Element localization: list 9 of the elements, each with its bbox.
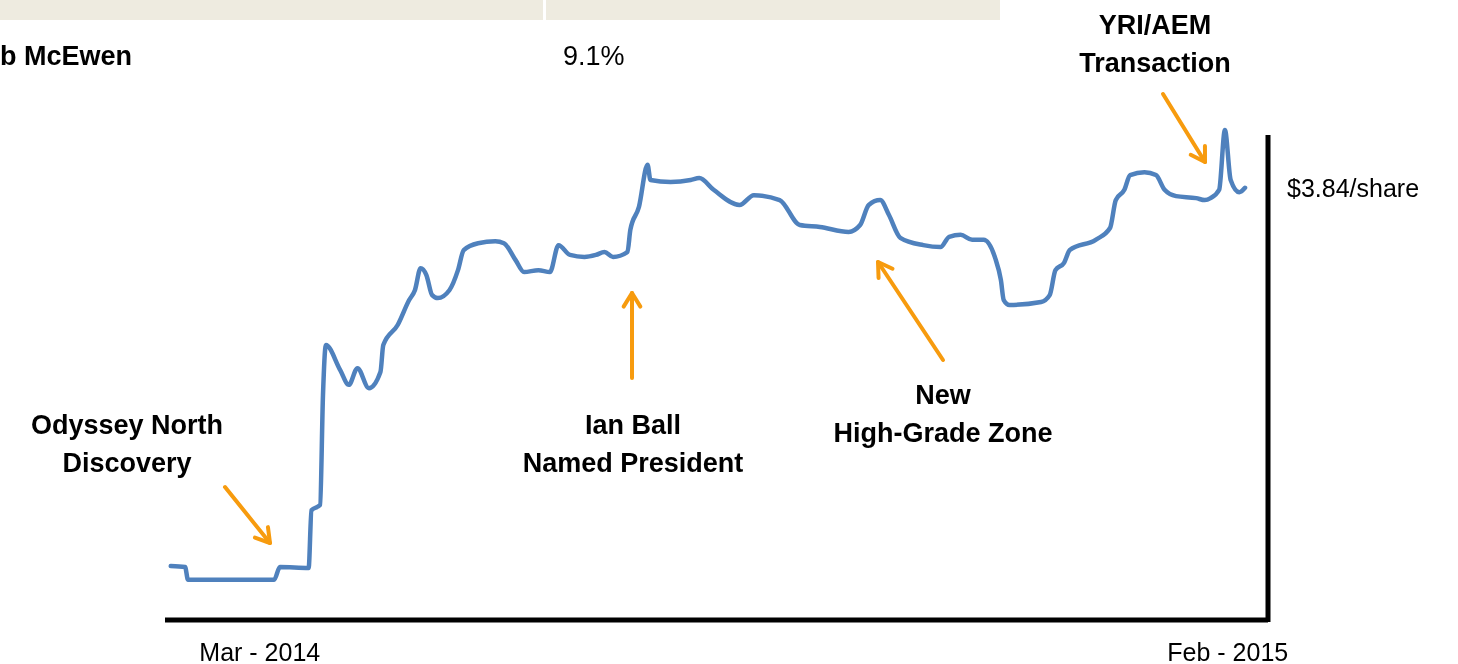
annotation: Ian Ball Named President	[522, 410, 744, 478]
annotation: Odyssey North Discovery	[30, 410, 224, 478]
x-tick-label: Mar - 2014	[199, 638, 321, 664]
text: 9.1%	[563, 41, 625, 71]
text: b McEwen	[0, 41, 133, 71]
text: YRI/AEM Transaction	[1079, 10, 1231, 78]
x-tick-label: Feb - 2015	[1167, 638, 1289, 664]
annotation: New High-Grade Zone	[833, 380, 1053, 448]
annotation: $3.84/share	[1287, 173, 1420, 202]
